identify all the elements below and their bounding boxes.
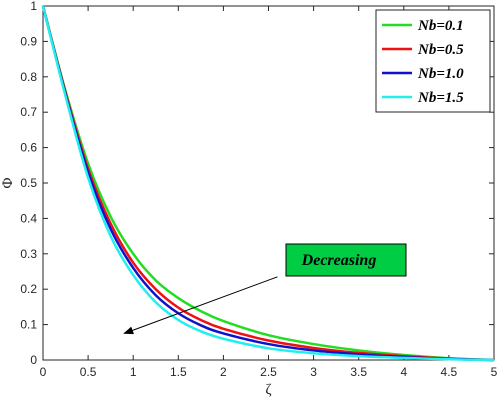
y-tick-label: 1: [30, 0, 37, 13]
y-tick-label: 0.8: [20, 70, 37, 84]
series-line-1: [41, 5, 495, 362]
x-tick-label: 2: [220, 365, 227, 379]
y-axis-ticks: 0 0.1 0.2 0.3 0.4 0.5 0.6 0.7 0.8 0.9 1: [20, 0, 494, 367]
y-tick-label: 0: [30, 353, 37, 367]
x-tick-label: 4: [400, 365, 407, 379]
y-tick-label: 0.7: [20, 105, 37, 119]
annotation-label: Decreasing: [301, 252, 377, 269]
x-tick-label: 1.5: [170, 365, 187, 379]
y-tick-label: 0.6: [20, 141, 37, 155]
legend: Nb=0.1 Nb=0.5 Nb=1.0 Nb=1.5: [375, 9, 491, 113]
x-axis-label: ζ: [265, 382, 271, 398]
legend-label: Nb=0.5: [417, 42, 464, 58]
series-line-4: [41, 5, 495, 362]
series-lines: [41, 5, 495, 362]
y-tick-label: 0.3: [20, 247, 37, 261]
annotation-arrow: [123, 276, 278, 335]
legend-label: Nb=1.0: [417, 66, 464, 82]
legend-box: [375, 9, 491, 113]
x-tick-label: 0: [40, 365, 47, 379]
y-tick-label: 0.1: [20, 318, 37, 332]
y-axis-label: Φ: [0, 177, 16, 188]
y-tick-label: 0.4: [20, 211, 37, 225]
x-tick-label: 4.5: [441, 365, 458, 379]
annotation-box: [285, 243, 407, 277]
x-tick-label: 3.5: [350, 365, 367, 379]
x-tick-label: 3: [310, 365, 317, 379]
x-axis-ticks: 0 0.5 1 1.5 2 2.5 3 3.5 4 4.5 5: [40, 6, 498, 379]
x-tick-label: 0.5: [80, 365, 97, 379]
annotation: Decreasing: [123, 243, 407, 335]
legend-label: Nb=0.1: [417, 18, 464, 34]
y-tick-label: 0.2: [20, 282, 37, 296]
y-tick-label: 0.9: [20, 34, 37, 48]
y-tick-label: 0.5: [20, 176, 37, 190]
x-tick-label: 1: [130, 365, 137, 379]
legend-label: Nb=1.5: [417, 90, 464, 106]
x-tick-label: 2.5: [260, 365, 277, 379]
x-tick-label: 5: [491, 365, 498, 379]
